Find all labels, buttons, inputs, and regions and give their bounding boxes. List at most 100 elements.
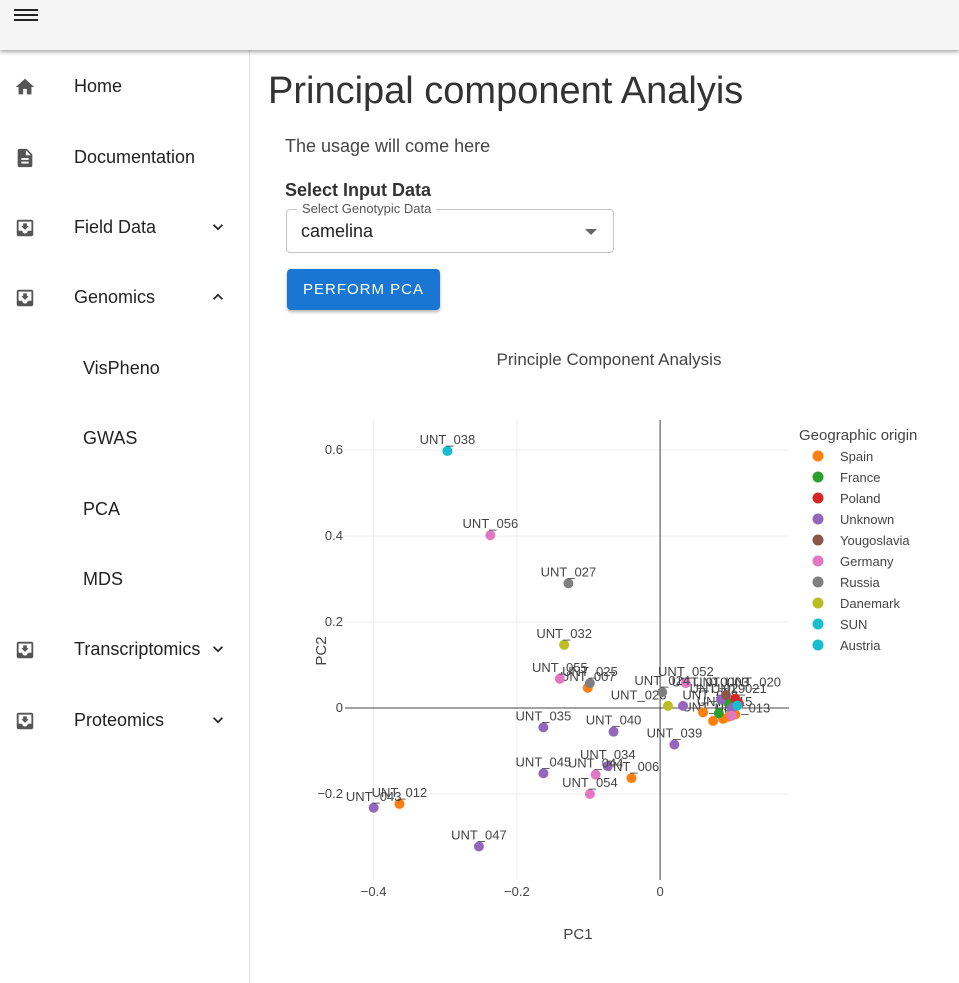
point-label: UNT_047 <box>451 827 507 842</box>
data-point <box>554 673 565 684</box>
legend-marker <box>812 492 824 504</box>
inbox-download-icon <box>16 712 34 730</box>
point-label: UNT_045 <box>516 754 572 769</box>
point-label: UNT_043 <box>346 789 402 804</box>
legend-entry: Unknown <box>840 512 894 527</box>
data-point <box>626 773 637 784</box>
data-point <box>394 798 405 809</box>
data-point <box>559 639 570 650</box>
data-point <box>713 708 724 719</box>
data-point <box>657 687 668 698</box>
perform-pca-button[interactable]: PERFORM PCA <box>287 269 440 310</box>
y-tick-label: 0.6 <box>325 442 343 457</box>
x-tick-label: −0.4 <box>361 884 387 899</box>
main-content: Principal component Analyis The usage wi… <box>250 50 959 983</box>
legend-marker <box>812 513 824 525</box>
sidebar-item-transcriptomics[interactable]: Transcriptomics <box>0 627 249 671</box>
legend-entry: SUN <box>840 617 867 632</box>
point-label: UNT_020 <box>725 675 781 690</box>
sidebar-item-field-data[interactable]: Field Data <box>0 205 249 249</box>
data-point <box>584 678 595 689</box>
data-point <box>538 722 549 733</box>
legend-entry: Yougoslavia <box>840 533 910 548</box>
data-point <box>563 578 574 589</box>
select-input-heading: Select Input Data <box>285 180 432 200</box>
point-label: UNT_025 <box>562 664 618 679</box>
data-point <box>708 715 719 726</box>
data-point <box>608 726 619 737</box>
sidebar-item-label: GWAS <box>83 428 138 448</box>
legend-entry: Germany <box>840 554 894 569</box>
point-label: UNT_039 <box>647 726 703 741</box>
point-label: UNT_026 <box>611 687 667 702</box>
chevron-down-icon <box>213 224 223 231</box>
genotypic-data-select[interactable]: Select Genotypic Data camelina <box>286 201 614 253</box>
legend-marker <box>812 597 824 609</box>
sidebar-item-documentation[interactable]: Documentation <box>0 135 249 179</box>
point-label: UNT_056 <box>463 516 519 531</box>
point-label: UNT_035 <box>516 708 572 723</box>
legend-entry: Danemark <box>840 596 900 611</box>
legend-entry: France <box>840 470 880 485</box>
legend-marker <box>812 576 824 588</box>
hamburger-menu-icon[interactable] <box>14 6 38 26</box>
legend-marker <box>812 471 824 483</box>
inbox-download-icon <box>16 219 34 237</box>
point-label: UNT_012 <box>372 785 428 800</box>
y-tick-label: 0.4 <box>325 528 343 543</box>
document-icon <box>17 148 33 168</box>
chevron-down-icon <box>213 717 223 724</box>
point-label: UNT_032 <box>536 626 592 641</box>
data-point <box>732 700 743 711</box>
data-point <box>485 530 496 541</box>
sidebar-item-home[interactable]: Home <box>0 64 249 108</box>
point-label: UNT_044 <box>568 756 624 771</box>
point-label: UNT_055 <box>532 660 588 675</box>
data-point <box>590 769 601 780</box>
legend-marker <box>812 555 824 567</box>
point-label: UNT_024 <box>634 673 690 688</box>
sidebar-item-pca[interactable]: PCA <box>0 487 249 531</box>
app-bar <box>0 0 959 50</box>
legend-entry: Austria <box>840 638 881 653</box>
data-point <box>368 802 379 813</box>
sidebar-item-label: MDS <box>83 569 123 589</box>
sidebar-item-label: Field Data <box>74 217 157 237</box>
sidebar-item-label: Documentation <box>74 147 196 167</box>
sidebar-item-label: Home <box>74 76 123 96</box>
point-label: UNT_027 <box>541 564 597 579</box>
sidebar: Home Documentation Field Data Genomics V… <box>0 50 250 983</box>
y-tick-label: 0 <box>336 700 343 715</box>
sidebar-item-label: Transcriptomics <box>74 639 201 659</box>
data-point <box>473 841 484 852</box>
x-axis-label: PC1 <box>563 926 592 943</box>
legend-title: Geographic origin <box>799 427 917 444</box>
sidebar-item-vispheno[interactable]: VisPheno <box>0 346 249 390</box>
legend-entry: Spain <box>840 449 873 464</box>
caret-down-icon <box>585 229 597 235</box>
sidebar-item-mds[interactable]: MDS <box>0 557 249 601</box>
x-tick-label: −0.2 <box>504 884 530 899</box>
sidebar-item-label: Genomics <box>74 287 156 307</box>
point-label: UNT_007 <box>560 669 616 684</box>
y-axis-label: PC2 <box>313 636 330 665</box>
sidebar-item-label: VisPheno <box>83 358 160 378</box>
sidebar-item-label: PCA <box>83 499 121 519</box>
data-point <box>726 710 737 721</box>
sidebar-item-label: Proteomics <box>74 710 165 730</box>
sidebar-item-proteomics[interactable]: Proteomics <box>0 698 249 742</box>
point-label: UNT_038 <box>420 432 476 447</box>
home-icon <box>15 78 35 95</box>
legend-entry: Poland <box>840 491 880 506</box>
point-label: UNT_040 <box>586 713 642 728</box>
select-value: camelina <box>301 221 374 241</box>
data-point <box>584 789 595 800</box>
y-tick-label: −0.2 <box>317 786 343 801</box>
sidebar-item-genomics[interactable]: Genomics <box>0 275 249 319</box>
point-label: UNT_054 <box>562 775 618 790</box>
point-label: UNT_052 <box>658 664 714 679</box>
sidebar-item-gwas[interactable]: GWAS <box>0 416 249 460</box>
point-label: UNT_029 <box>690 681 746 696</box>
data-point <box>662 700 673 711</box>
